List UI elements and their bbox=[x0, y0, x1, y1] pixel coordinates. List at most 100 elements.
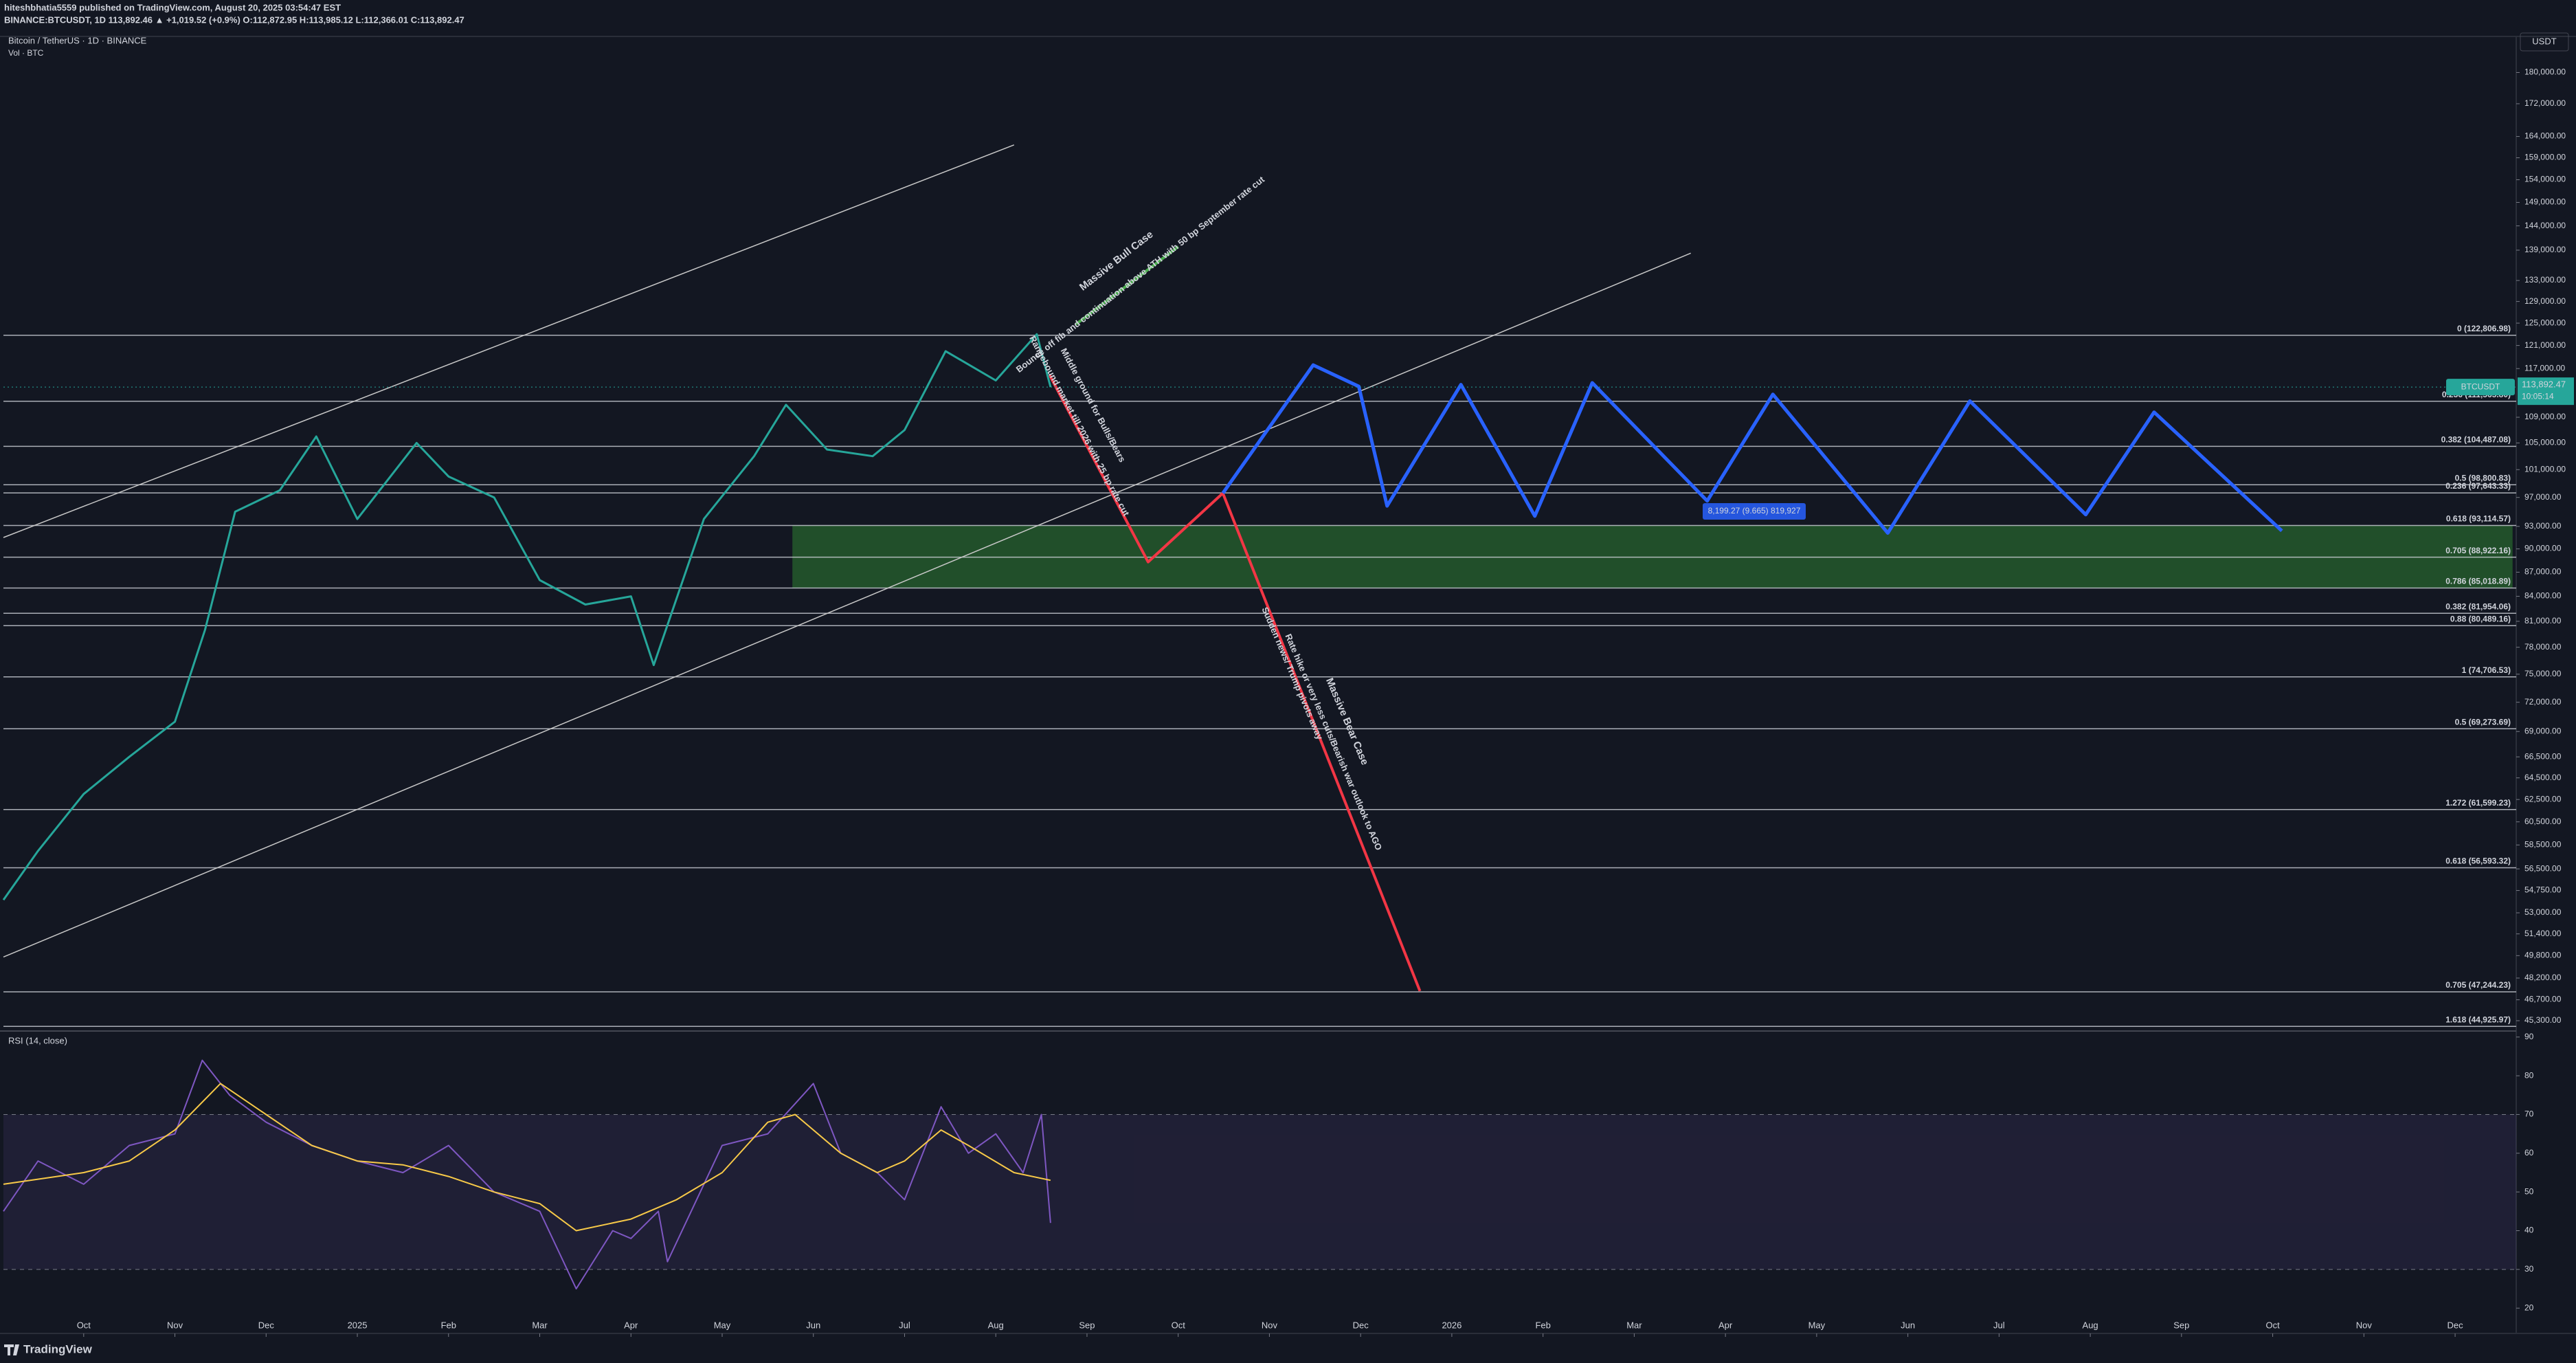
y-tick-label: 133,000.00 bbox=[2524, 275, 2566, 285]
y-tick-label: 60,500.00 bbox=[2524, 817, 2562, 826]
fib-label: 0.382 (81,954.06) bbox=[2445, 601, 2511, 611]
x-tick-label: Jun bbox=[806, 1320, 820, 1330]
x-tick-label: Nov bbox=[2356, 1320, 2373, 1330]
y-tick-label: 64,500.00 bbox=[2524, 773, 2562, 782]
measure-box bbox=[1703, 503, 1806, 520]
y-tick-label: 81,000.00 bbox=[2524, 616, 2562, 625]
x-tick-label: Feb bbox=[1535, 1320, 1550, 1330]
y-tick-label: 164,000.00 bbox=[2524, 131, 2566, 141]
y-tick-label: 90,000.00 bbox=[2524, 544, 2562, 553]
footer-logo: TradingView bbox=[23, 1342, 93, 1355]
x-tick-label: Dec bbox=[2448, 1320, 2464, 1330]
rsi-tick-label: 60 bbox=[2524, 1148, 2534, 1157]
y-tick-label: 48,200.00 bbox=[2524, 973, 2562, 982]
fib-label: 0.705 (47,244.23) bbox=[2445, 980, 2511, 990]
x-tick-label: Dec bbox=[1353, 1320, 1369, 1330]
x-tick-label: Jun bbox=[1901, 1320, 1915, 1330]
fib-label: 0.705 (88,922.16) bbox=[2445, 546, 2511, 555]
logo-icon bbox=[4, 1344, 19, 1355]
x-tick-label: Oct bbox=[1172, 1320, 1186, 1330]
x-tick-label: Apr bbox=[624, 1320, 638, 1330]
x-tick-label: Mar bbox=[1626, 1320, 1642, 1330]
y-tick-label: 154,000.00 bbox=[2524, 175, 2566, 184]
y-tick-label: 139,000.00 bbox=[2524, 245, 2566, 254]
y-tick-label: 45,300.00 bbox=[2524, 1015, 2562, 1025]
rsi-tick-label: 40 bbox=[2524, 1226, 2534, 1235]
price-line bbox=[2, 333, 1052, 901]
currency-box bbox=[2520, 32, 2569, 52]
x-tick-label: May bbox=[1808, 1320, 1826, 1330]
rsi-title: RSI (14, close) bbox=[8, 1035, 67, 1045]
x-tick-label: Jul bbox=[899, 1320, 910, 1330]
fib-label: 0.786 (85,018.89) bbox=[2445, 577, 2511, 586]
y-tick-label: 51,400.00 bbox=[2524, 929, 2562, 938]
y-tick-label: 105,000.00 bbox=[2524, 438, 2566, 447]
x-tick-label: Nov bbox=[167, 1320, 183, 1330]
x-tick-label: Sep bbox=[1079, 1320, 1095, 1330]
y-tick-label: 53,000.00 bbox=[2524, 907, 2562, 917]
measure-label: 8,199.27 (9.665) 819,927 bbox=[1708, 506, 1801, 516]
rsi-tick-label: 90 bbox=[2524, 1032, 2534, 1041]
y-tick-label: 117,000.00 bbox=[2524, 363, 2565, 373]
y-tick-label: 49,800.00 bbox=[2524, 950, 2562, 960]
x-tick-label: Apr bbox=[1718, 1320, 1733, 1330]
rsi-band bbox=[3, 1114, 2516, 1270]
chart-title: Bitcoin / TetherUS · 1D · BINANCE bbox=[8, 35, 147, 45]
price-tag bbox=[2446, 379, 2515, 396]
x-tick-label: Nov bbox=[1262, 1320, 1278, 1330]
currency: USDT bbox=[2532, 36, 2556, 46]
fib-label: 0.236 (97,643.33) bbox=[2445, 481, 2511, 491]
y-tick-label: 54,750.00 bbox=[2524, 885, 2562, 895]
rsi-line bbox=[3, 1059, 1051, 1289]
drawing bbox=[1048, 374, 1422, 992]
drawing bbox=[1075, 245, 1179, 326]
price-tag bbox=[2518, 377, 2574, 406]
y-tick-label: 78,000.00 bbox=[2524, 642, 2562, 652]
y-tick-label: 72,000.00 bbox=[2524, 697, 2562, 707]
y-tick-label: 84,000.00 bbox=[2524, 591, 2562, 601]
rsi-tick-label: 20 bbox=[2524, 1303, 2534, 1312]
x-tick-label: 2026 bbox=[1442, 1320, 1461, 1330]
last-price: 113,892.47 bbox=[2522, 379, 2566, 390]
rsi-tick-label: 50 bbox=[2524, 1186, 2534, 1196]
fib-label: 0.88 (80,489.16) bbox=[2450, 614, 2511, 623]
series-name: BTCUSDT bbox=[2461, 381, 2500, 391]
x-tick-label: Oct bbox=[2265, 1320, 2280, 1330]
y-tick-label: 56,500.00 bbox=[2524, 863, 2562, 873]
rsi-tick-label: 70 bbox=[2524, 1109, 2534, 1119]
y-tick-label: 144,000.00 bbox=[2524, 221, 2566, 230]
y-tick-label: 180,000.00 bbox=[2524, 67, 2566, 77]
y-tick-label: 58,500.00 bbox=[2524, 839, 2562, 849]
x-tick-label: Aug bbox=[988, 1320, 1004, 1330]
y-tick-label: 97,000.00 bbox=[2524, 492, 2562, 502]
x-tick-label: Feb bbox=[441, 1320, 456, 1330]
fib-label: 1.618 (44,925.97) bbox=[2445, 1015, 2511, 1024]
fib-label: 1.272 (61,599.23) bbox=[2445, 798, 2511, 808]
x-tick-label: Jul bbox=[1993, 1320, 2005, 1330]
x-tick-label: Oct bbox=[77, 1320, 91, 1330]
x-tick-label: May bbox=[714, 1320, 731, 1330]
y-tick-label: 172,000.00 bbox=[2524, 98, 2566, 108]
rsi-line bbox=[3, 1083, 1051, 1232]
chart-subtitle: Vol · BTC bbox=[8, 48, 44, 58]
fib-label: 1 (74,706.53) bbox=[2462, 665, 2511, 675]
y-tick-label: 66,500.00 bbox=[2524, 751, 2562, 761]
x-tick-label: Aug bbox=[2083, 1320, 2098, 1330]
y-tick-label: 87,000.00 bbox=[2524, 567, 2562, 577]
x-tick-label: Mar bbox=[532, 1320, 548, 1330]
fib-label: 0.618 (56,593.32) bbox=[2445, 856, 2511, 866]
y-tick-label: 125,000.00 bbox=[2524, 318, 2566, 327]
y-tick-label: 93,000.00 bbox=[2524, 521, 2562, 531]
fib-label: 0.5 (98,800.83) bbox=[2455, 473, 2511, 483]
y-tick-label: 159,000.00 bbox=[2524, 153, 2566, 162]
y-tick-label: 62,500.00 bbox=[2524, 794, 2562, 804]
y-tick-label: 121,000.00 bbox=[2524, 340, 2566, 350]
y-tick-label: 101,000.00 bbox=[2524, 464, 2566, 474]
rsi-tick-label: 80 bbox=[2524, 1070, 2534, 1080]
y-tick-label: 149,000.00 bbox=[2524, 197, 2566, 207]
drawing bbox=[3, 144, 1015, 538]
publisher: hiteshbhatia5559 published on TradingVie… bbox=[4, 2, 341, 12]
